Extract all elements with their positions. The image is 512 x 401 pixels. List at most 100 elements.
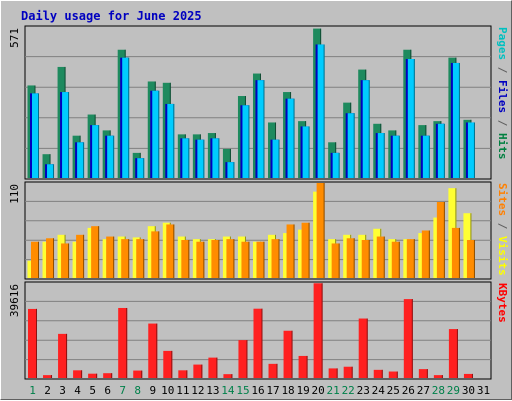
bar-pages — [422, 135, 430, 178]
bar-kbytes — [178, 370, 188, 378]
bar-sites — [391, 241, 400, 278]
day-tick-label: 16 — [251, 384, 264, 397]
bar-pages — [212, 138, 220, 178]
y-max-label: 571 — [8, 28, 21, 48]
day-tick-label: 20 — [312, 384, 325, 397]
bar-pages — [407, 58, 415, 179]
bar-pages — [137, 158, 145, 178]
bar-kbytes — [268, 363, 278, 378]
bar-kbytes — [358, 318, 368, 378]
side-label-part: Pages — [496, 27, 509, 60]
bar-kbytes — [118, 307, 128, 378]
bar-pages — [197, 139, 205, 178]
bar-pages — [332, 152, 340, 178]
day-tick-label: 4 — [74, 384, 81, 397]
side-label-part: Sites — [496, 183, 509, 216]
bar-kbytes — [163, 350, 173, 378]
day-tick-label: 22 — [342, 384, 355, 397]
day-tick-label: 13 — [206, 384, 219, 397]
side-label-part: Hits — [496, 133, 509, 160]
bar-sites — [466, 240, 475, 278]
day-tick-label: 30 — [462, 384, 475, 397]
bar-pages — [467, 122, 475, 178]
bar-pages — [182, 138, 190, 178]
bar-pages — [227, 162, 235, 178]
bar-kbytes — [343, 366, 353, 378]
bar-kbytes — [58, 333, 68, 378]
bar-sites — [76, 234, 85, 278]
bar-sites — [181, 240, 190, 278]
bar-sites — [256, 241, 265, 278]
bar-sites — [346, 238, 355, 278]
bar-sites — [406, 239, 415, 278]
bar-kbytes — [223, 374, 233, 378]
day-tick-label: 9 — [149, 384, 156, 397]
bar-pages — [437, 123, 445, 178]
day-tick-label: 29 — [447, 384, 460, 397]
bar-kbytes — [463, 373, 473, 378]
day-tick-label: 8 — [134, 384, 141, 397]
bar-pages — [122, 57, 130, 178]
bar-pages — [167, 103, 175, 178]
bar-kbytes — [238, 340, 248, 378]
day-tick-label: 3 — [59, 384, 66, 397]
bar-kbytes — [88, 373, 98, 378]
bar-pages — [392, 135, 400, 178]
day-tick-label: 15 — [236, 384, 249, 397]
bar-pages — [452, 62, 460, 178]
bar-kbytes — [103, 373, 113, 378]
day-tick-label: 18 — [281, 384, 294, 397]
bar-pages — [77, 142, 85, 178]
day-tick-label: 10 — [161, 384, 174, 397]
bar-sites — [301, 222, 310, 278]
bar-sites — [166, 224, 175, 278]
bar-pages — [32, 93, 39, 178]
bar-pages — [287, 98, 295, 178]
bar-kbytes — [253, 308, 263, 378]
bar-kbytes — [433, 375, 443, 378]
bar-sites — [316, 183, 325, 278]
bar-sites — [361, 240, 370, 278]
bar-sites — [271, 239, 280, 278]
day-tick-label: 21 — [327, 384, 340, 397]
day-tick-label: 12 — [191, 384, 204, 397]
day-tick-label: 2 — [44, 384, 51, 397]
bar-sites — [31, 241, 39, 278]
bar-sites — [106, 236, 115, 278]
bar-sites — [61, 243, 70, 278]
bar-kbytes — [133, 370, 143, 378]
side-label-part: / — [496, 216, 509, 236]
side-label-part: KBytes — [496, 283, 509, 323]
bar-pages — [347, 113, 355, 178]
day-tick-label: 24 — [372, 384, 386, 397]
bar-kbytes — [388, 371, 398, 378]
bar-kbytes — [208, 357, 218, 378]
bar-pages — [362, 80, 370, 178]
bar-kbytes — [28, 308, 37, 378]
bar-pages — [272, 139, 280, 178]
bar-sites — [376, 236, 385, 278]
bar-pages — [92, 125, 100, 178]
bar-kbytes — [193, 364, 203, 378]
day-tick-label: 25 — [387, 384, 400, 397]
bar-sites — [241, 241, 250, 278]
bar-pages — [47, 164, 55, 178]
side-label-part: / — [496, 60, 509, 80]
day-tick-label: 11 — [176, 384, 189, 397]
bar-kbytes — [313, 283, 323, 378]
side-label-kbytes: KBytes — [496, 283, 509, 323]
day-tick-label: 7 — [119, 384, 126, 397]
bar-sites — [211, 240, 220, 278]
y-max-label: 39616 — [8, 284, 21, 317]
bar-kbytes — [328, 368, 338, 378]
bar-pages — [152, 90, 160, 178]
chart-title: Daily usage for June 2025 — [21, 9, 202, 23]
day-tick-label: 1 — [29, 384, 36, 397]
bar-sites — [46, 238, 55, 278]
bar-pages — [377, 133, 385, 178]
side-label-part: / — [496, 113, 509, 133]
bar-kbytes — [283, 330, 293, 378]
y-max-label: 110 — [8, 184, 21, 204]
